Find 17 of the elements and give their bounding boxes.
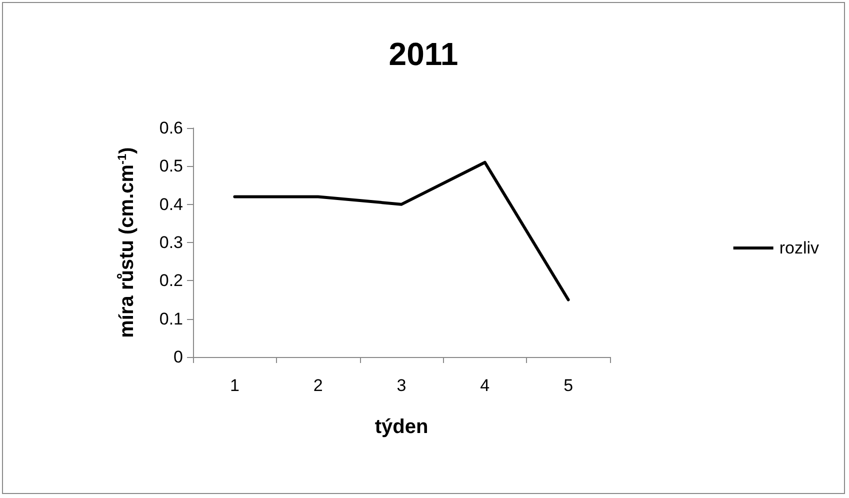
x-tick-label: 3 <box>396 376 406 395</box>
y-tick-label: 0.1 <box>159 309 183 328</box>
chart-title: 2011 <box>388 36 458 72</box>
x-tick-label: 1 <box>230 376 240 395</box>
y-tick-label: 0.4 <box>159 194 183 214</box>
x-tick-label: 5 <box>564 376 574 395</box>
y-axis-title: míra růstu (cm.cm-1) <box>115 147 138 338</box>
y-tick-label: 0.3 <box>159 233 183 252</box>
y-tick-label: 0.5 <box>159 156 183 176</box>
x-tick-label: 4 <box>480 376 490 395</box>
y-tick-label: 0 <box>174 348 183 366</box>
x-tick-label: 2 <box>313 376 323 395</box>
legend-label: rozliv <box>779 238 820 258</box>
y-tick-label: 0.2 <box>159 271 183 290</box>
line-series <box>233 160 570 302</box>
y-tick-label: 0.6 <box>159 118 183 138</box>
x-axis-title: týden <box>374 416 428 438</box>
